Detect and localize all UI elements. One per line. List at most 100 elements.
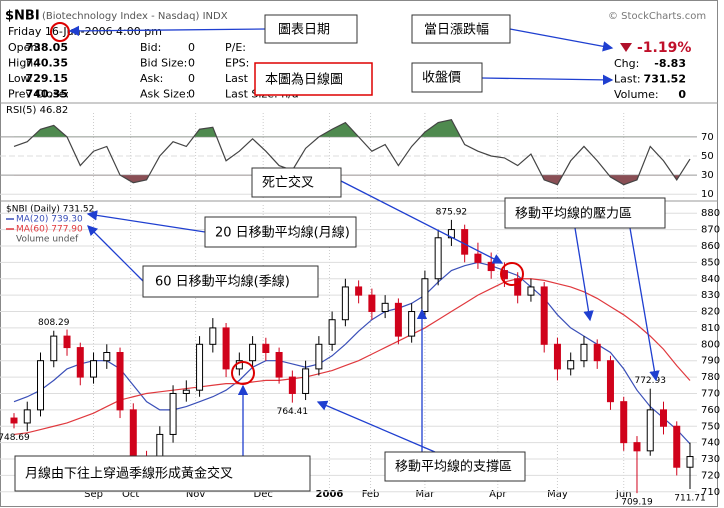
arrow [316, 400, 436, 453]
price-label: 748.69 [0, 433, 30, 443]
x-tick-label: Apr [489, 489, 507, 500]
price-label: 709.19 [621, 498, 653, 508]
golden-cross-marker [231, 361, 255, 385]
candle-body [116, 352, 124, 411]
annotation: 移動平均線的壓力區 [515, 206, 632, 222]
candle-body [275, 352, 283, 378]
candle-body [567, 360, 575, 370]
change-pct: -1.19% [637, 40, 691, 56]
quote-cell: High: [8, 57, 37, 70]
annotation: 收盤價 [422, 71, 461, 86]
annotation-box [384, 451, 526, 482]
quote-cell: Bid Size: [140, 57, 187, 70]
candle-body [394, 302, 402, 337]
y-tick-label: 850 [701, 257, 720, 268]
y-tick-label: 800 [701, 339, 720, 350]
x-tick-label: Oct [122, 489, 139, 500]
y-tick-label: 820 [701, 307, 720, 318]
quote-cell: EPS: [225, 57, 249, 70]
arrow [86, 210, 206, 233]
y-tick-label: 880 [701, 208, 720, 219]
candle-body [434, 237, 442, 280]
y-tick-label: 780 [701, 372, 720, 383]
candle-body [50, 335, 58, 362]
annotation-box [411, 14, 511, 44]
quote-cell: 740.35 [26, 57, 68, 70]
candle-body [606, 360, 614, 403]
candle-body [209, 327, 217, 345]
price-label: 764.41 [277, 407, 309, 417]
candle-body [196, 343, 204, 391]
y-tick-label: 720 [701, 470, 720, 481]
quote-cell: 0 [188, 41, 195, 54]
rsi-tick-label: 50 [701, 151, 714, 162]
summary-value: 731.52 [644, 73, 686, 86]
annotation-box [14, 455, 311, 492]
price-label: 772.93 [634, 376, 666, 386]
y-tick-label: 740 [701, 438, 720, 449]
rsi-label: RSI(5) 46.82 [6, 105, 68, 116]
candle-body [580, 343, 588, 362]
x-tick-label: Mar [415, 489, 435, 500]
price-label: 875.92 [436, 207, 468, 217]
candle-body [633, 442, 641, 452]
annotation: 60 日移動平均線(季線) [155, 274, 290, 290]
candle-body [593, 343, 601, 362]
arrow [87, 225, 144, 282]
summary-value: -8.83 [654, 57, 686, 70]
candle-body [686, 456, 694, 468]
candle-body [620, 401, 628, 444]
arrow [481, 74, 614, 86]
legend-entry: Volume undef [16, 235, 79, 245]
candle-body [23, 409, 31, 424]
candle-body [328, 319, 336, 345]
price-label: 711.71 [674, 494, 706, 504]
candle-body [553, 343, 561, 370]
candle-body [368, 294, 376, 313]
rsi-tick-label: 30 [701, 170, 714, 181]
moving-average [13, 278, 691, 436]
rsi-line [13, 119, 691, 186]
candle-body [103, 352, 111, 362]
annotation: 移動平均線的支撐區 [395, 459, 512, 475]
candle-body [169, 392, 177, 435]
candle-body [222, 327, 230, 370]
annotations: 圖表日期 當日漲跌幅 本圖為日線圖 收盤價 死亡交叉 20 日移動平均線(月線)… [14, 14, 666, 492]
summary-label: Last: [614, 73, 641, 86]
y-tick-label: 830 [701, 290, 720, 301]
candle-body [182, 389, 190, 394]
legend-entry: MA(20) 739.30 [16, 215, 83, 225]
candle-body [659, 409, 667, 427]
death-cross-marker [500, 262, 524, 286]
y-tick-label: 790 [701, 356, 720, 367]
candle-body [421, 278, 429, 313]
annotation-box [264, 14, 358, 44]
moving-average [13, 261, 691, 445]
quote-date: Friday 16-Jun-2006 4:00 pm [8, 25, 162, 38]
symbol: $NBI [5, 9, 40, 24]
legend-entry: MA(60) 777.90 [16, 225, 83, 235]
x-tick-label: Nov [186, 489, 206, 500]
quote-cell: 0 [188, 88, 195, 101]
y-tick-label: 860 [701, 241, 720, 252]
candle-body [63, 335, 71, 349]
candle-body [37, 360, 45, 411]
arrow [574, 227, 594, 322]
index-name: (Biotechnology Index - Nasdaq) INDX [42, 11, 228, 22]
annotation-box [411, 62, 483, 93]
candle-body [249, 343, 257, 362]
quote-cell: 740.35 [26, 88, 68, 101]
arrow [509, 28, 614, 52]
candle-body [341, 286, 349, 321]
y-tick-label: 760 [701, 405, 720, 416]
y-tick-label: 750 [701, 421, 720, 432]
y-tick-label: 710 [701, 487, 720, 498]
y-tick-label: 730 [701, 454, 720, 465]
candle-body [381, 302, 389, 313]
candle-body [129, 409, 137, 460]
x-tick-label: Sep [84, 489, 103, 500]
annotation-box [504, 197, 666, 229]
arrow [68, 25, 266, 37]
quote-cell: Ask: [140, 72, 163, 85]
